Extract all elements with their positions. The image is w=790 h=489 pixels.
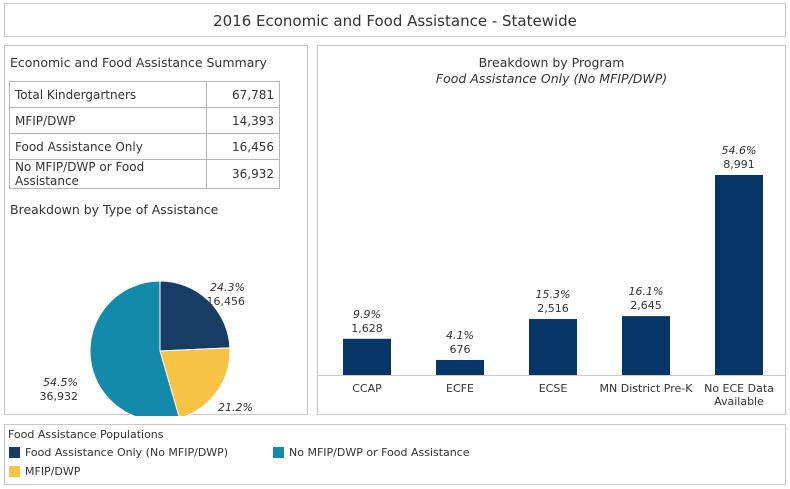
pie-pct-label: 24.3% [210, 281, 245, 294]
pie-value-label: 16,456 [207, 295, 246, 308]
legend-title: Food Assistance Populations [8, 428, 164, 441]
bar-category-label: No ECE Data [704, 382, 774, 395]
bar-chart: 9.9%1,628 CCAP 4.1%676 ECFE 15.3%2,516 ECSE 16… [318, 144, 785, 408]
legend-label: Food Assistance Only (No MFIP/DWP) [25, 446, 229, 459]
row-label: No MFIP/DWP or Food Assistance [9, 159, 207, 189]
title-panel: 2016 Economic and Food Assistance - Stat… [4, 3, 786, 37]
right-panel: Breakdown by Program Food Assistance Onl… [317, 45, 786, 415]
row-value: 67,781 [206, 81, 280, 108]
pie-slice [89, 280, 180, 416]
table-row: Total Kindergartners 67,781 [9, 81, 280, 108]
bar-category-label: ECFE [446, 382, 474, 395]
bar-pct-label: 4.1% [446, 329, 474, 342]
legend-swatch [273, 447, 284, 458]
bar-value-label: 676 [450, 343, 471, 356]
row-label: Total Kindergartners [9, 81, 207, 108]
legend-label: No MFIP/DWP or Food Assistance [289, 446, 470, 459]
summary-title: Economic and Food Assistance Summary [10, 55, 267, 70]
pie-slice [159, 280, 231, 352]
legend-swatch [9, 447, 20, 458]
legend-swatch [9, 466, 20, 477]
bar-title: Breakdown by Program [478, 55, 625, 70]
bar-value-label: 2,645 [630, 299, 662, 312]
bar-value-label: 1,628 [351, 322, 383, 335]
bar [343, 338, 391, 375]
bar-pct-label: 15.3% [536, 288, 571, 301]
legend-panel: Food Assistance Populations Food Assista… [4, 424, 786, 485]
row-label: MFIP/DWP [9, 107, 207, 134]
bar-pct-label: 16.1% [629, 285, 664, 298]
bar-category-label: CCAP [352, 382, 382, 395]
legend-item[interactable]: MFIP/DWP [9, 465, 80, 478]
bar-category-label: ECSE [539, 382, 568, 395]
pie-value-label: 36,932 [40, 390, 79, 403]
table-row: No MFIP/DWP or Food Assistance 36,932 [9, 159, 280, 189]
row-value: 36,932 [206, 159, 280, 189]
legend-item[interactable]: No MFIP/DWP or Food Assistance [273, 446, 470, 459]
bar-pct-label: 54.6% [722, 144, 757, 157]
left-panel: Economic and Food Assistance Summary Tot… [4, 45, 308, 416]
table-row: MFIP/DWP 14,393 [9, 107, 280, 134]
summary-table: Total Kindergartners 67,781 MFIP/DWP 14,… [9, 81, 280, 189]
row-value: 16,456 [206, 133, 280, 160]
bar-category-label: MN District Pre-K [600, 382, 694, 395]
bar-value-label: 2,516 [537, 302, 569, 315]
legend-label: MFIP/DWP [25, 465, 81, 478]
page-title: 2016 Economic and Food Assistance - Stat… [213, 12, 577, 30]
bar-pct-label: 9.9% [353, 308, 381, 321]
legend-item[interactable]: Food Assistance Only (No MFIP/DWP) [9, 446, 228, 459]
bar [715, 175, 763, 375]
pie-title: Breakdown by Type of Assistance [10, 202, 219, 217]
bar [529, 319, 577, 375]
pie-chart: 24.3%16,456 21.2%14,393 54.5%36,932 [40, 280, 254, 416]
bar-category-label: Available [714, 395, 764, 408]
bar-value-label: 8,991 [723, 158, 755, 171]
pie-pct-label: 54.5% [43, 376, 78, 389]
table-row: Food Assistance Only 16,456 [9, 133, 280, 160]
pie-slice [159, 347, 231, 416]
bar-subtitle: Food Assistance Only (No MFIP/DWP) [435, 71, 668, 86]
pie-value-label: 14,393 [215, 415, 254, 416]
pie-pct-label: 21.2% [218, 401, 253, 414]
row-value: 14,393 [206, 107, 280, 134]
row-label: Food Assistance Only [9, 133, 207, 160]
bar [436, 359, 484, 375]
bar [622, 316, 670, 375]
